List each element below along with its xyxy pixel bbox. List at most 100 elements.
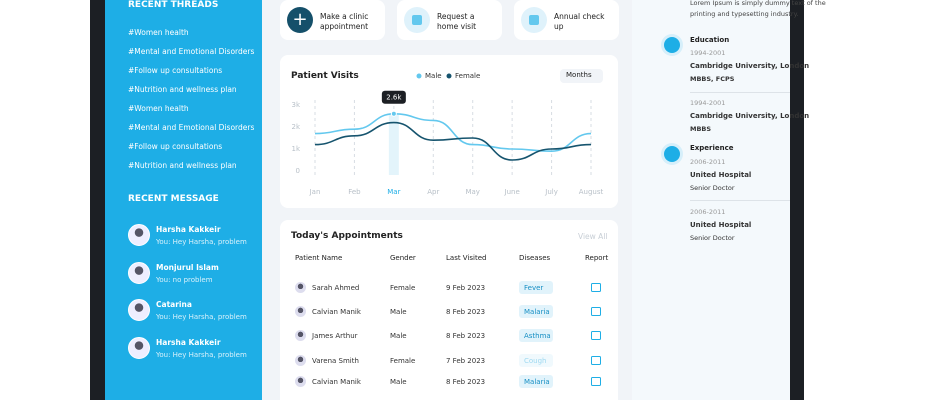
patient-name: Sarah Ahmed bbox=[312, 284, 360, 292]
x-tick-label: Jan bbox=[309, 188, 321, 196]
message-name: Harsha Kakkeir bbox=[156, 337, 221, 347]
y-tick-label: 1k bbox=[291, 145, 300, 153]
gender: Female bbox=[390, 357, 416, 365]
years: 1994-2001 bbox=[690, 49, 726, 57]
patient-name: James Arthur bbox=[312, 332, 358, 340]
y-tick-label: 0 bbox=[296, 167, 300, 175]
disease-label: Asthma bbox=[524, 332, 551, 340]
action-icon bbox=[287, 7, 313, 33]
tooltip-box bbox=[381, 90, 406, 104]
message-preview: You: Hey Harsha, problem bbox=[156, 238, 247, 246]
plus-icon: + bbox=[292, 9, 308, 30]
degree: MBBS bbox=[690, 125, 712, 133]
report-icon[interactable] bbox=[591, 356, 601, 365]
disease-label: Malaria bbox=[524, 308, 550, 316]
divider bbox=[690, 200, 790, 201]
disease-label: Cough bbox=[524, 357, 547, 365]
gender: Female bbox=[390, 284, 416, 292]
intro-text: Lorem Ipsum is simply dummy text of the bbox=[690, 0, 826, 7]
chart-title: Patient Visits bbox=[291, 71, 359, 81]
institution: Cambridge University, London bbox=[690, 112, 810, 120]
disease-badge bbox=[519, 354, 553, 367]
message-preview: You: Hey Harsha, problem bbox=[156, 313, 247, 321]
patient-avatar bbox=[295, 376, 306, 387]
legend-swatch bbox=[446, 73, 452, 79]
disease-badge bbox=[519, 281, 553, 294]
thread-link: #Follow up consultations bbox=[128, 142, 223, 151]
x-tick-label: Feb bbox=[348, 188, 361, 196]
sidebar bbox=[105, 0, 262, 400]
thread-link: #Follow up consultations bbox=[128, 66, 223, 75]
message-name: Catarina bbox=[156, 300, 192, 309]
section-icon bbox=[664, 37, 680, 53]
patient-avatar bbox=[295, 282, 306, 293]
last-visited: 8 Feb 2023 bbox=[446, 308, 486, 316]
last-visited: 7 Feb 2023 bbox=[446, 357, 486, 365]
x-tick-label: June bbox=[504, 188, 520, 196]
message-preview: You: Hey Harsha, problem bbox=[156, 350, 247, 359]
section-title: Experience bbox=[690, 144, 734, 152]
thread-link: #Women health bbox=[128, 104, 189, 113]
device-frame-left bbox=[90, 0, 105, 400]
section-title: RECENT MESSAGE bbox=[128, 194, 219, 204]
thread-link: #Nutrition and wellness plan bbox=[128, 161, 237, 170]
card-title: Today's Appointments bbox=[291, 231, 403, 241]
disease-badge bbox=[519, 329, 553, 342]
thread-link: #Nutrition and wellness plan bbox=[128, 85, 237, 94]
avatar bbox=[128, 299, 150, 321]
thread-link: #Mental and Emotional Disorders bbox=[128, 47, 255, 56]
report-icon[interactable] bbox=[591, 283, 601, 292]
column-header: Gender bbox=[390, 254, 416, 262]
message-name: Harsha Kakkeir bbox=[156, 225, 221, 234]
last-visited: 9 Feb 2023 bbox=[446, 284, 486, 292]
report-icon[interactable] bbox=[591, 377, 601, 386]
series-line bbox=[314, 112, 592, 153]
report-icon[interactable] bbox=[591, 331, 601, 340]
employer: United Hospital bbox=[690, 221, 752, 229]
x-tick-label: Mar bbox=[387, 188, 400, 196]
disease-badge bbox=[519, 375, 553, 388]
column-header: Diseases bbox=[519, 254, 551, 262]
column-header: Report bbox=[585, 254, 609, 262]
x-tick-label: July bbox=[544, 188, 558, 196]
intro-text: printing and typesetting industry. bbox=[690, 10, 799, 18]
patient-avatar bbox=[295, 306, 306, 317]
institution: Cambridge University, London bbox=[690, 62, 810, 70]
employer: United Hospital bbox=[690, 171, 752, 179]
section-title: Education bbox=[690, 36, 730, 44]
report-icon[interactable] bbox=[591, 307, 601, 316]
action-label: Request a home visit bbox=[437, 12, 477, 32]
disease-badge bbox=[519, 305, 553, 318]
device-frame-right bbox=[790, 0, 804, 400]
point-marker bbox=[390, 110, 397, 117]
section-title: RECENT THREADS bbox=[128, 0, 219, 10]
disease-label: Malaria bbox=[524, 378, 550, 386]
role: Senior Doctor bbox=[690, 184, 735, 192]
divider bbox=[690, 92, 790, 93]
action-label: Annual check up bbox=[554, 12, 605, 32]
x-tick-label: May bbox=[465, 188, 479, 196]
period-label: Months bbox=[566, 71, 592, 79]
section-icon bbox=[664, 146, 680, 162]
column-header: Last Visited bbox=[446, 254, 487, 262]
avatar bbox=[128, 224, 150, 246]
thread-link: #Women health bbox=[128, 28, 189, 37]
series-line bbox=[314, 121, 592, 161]
role: Senior Doctor bbox=[690, 234, 735, 242]
years: 1994-2001 bbox=[690, 99, 726, 107]
thread-link: #Mental and Emotional Disorders bbox=[128, 123, 255, 132]
y-tick-label: 2k bbox=[291, 123, 300, 131]
legend-swatch bbox=[416, 73, 422, 79]
last-visited: 8 Feb 2023 bbox=[446, 332, 486, 340]
action-label: Make a clinic appointment bbox=[320, 12, 369, 32]
message-preview: You: no problem bbox=[156, 275, 213, 284]
period-select[interactable] bbox=[560, 69, 603, 83]
action-glyph bbox=[412, 15, 422, 25]
patient-name: Calvian Manik bbox=[312, 378, 361, 386]
y-tick-label: 3k bbox=[291, 101, 300, 109]
view-all-link[interactable]: View All bbox=[578, 232, 608, 241]
patient-name: Calvian Manik bbox=[312, 308, 361, 316]
legend-label: Male bbox=[425, 72, 442, 80]
years: 2006-2011 bbox=[690, 208, 726, 216]
